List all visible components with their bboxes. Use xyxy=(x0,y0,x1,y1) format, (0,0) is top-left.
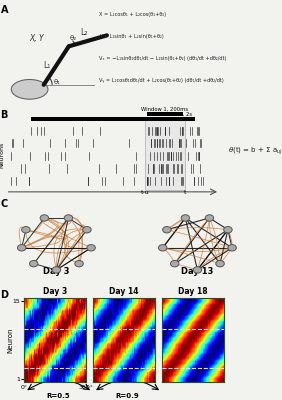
Text: C: C xyxy=(1,198,8,208)
Circle shape xyxy=(158,244,167,251)
Circle shape xyxy=(17,244,26,251)
Text: R=0.5: R=0.5 xyxy=(47,393,70,399)
Circle shape xyxy=(87,244,95,251)
Circle shape xyxy=(163,226,171,233)
Text: A: A xyxy=(1,4,8,14)
Text: 0°: 0° xyxy=(21,385,27,390)
Circle shape xyxy=(30,260,38,267)
Text: Neurons: Neurons xyxy=(0,142,4,168)
Circle shape xyxy=(22,226,30,233)
Circle shape xyxy=(64,215,73,221)
Text: θ₂: θ₂ xyxy=(69,35,76,41)
Text: θ₁: θ₁ xyxy=(54,79,61,85)
Text: X, Y: X, Y xyxy=(30,34,44,43)
Circle shape xyxy=(181,215,190,221)
Text: Vᵧ = L₁cosθ₁dθ₁/dt + L₂cos(θ₁+θ₂) (dθ₁/dt +dθ₂/dt): Vᵧ = L₁cosθ₁dθ₁/dt + L₂cos(θ₁+θ₂) (dθ₁/d… xyxy=(99,78,223,82)
Text: t-u: t-u xyxy=(141,190,150,195)
Circle shape xyxy=(83,226,91,233)
Text: Window 1, 200ms: Window 1, 200ms xyxy=(141,107,189,112)
Bar xyxy=(145,118,185,190)
Text: L₂: L₂ xyxy=(80,28,87,37)
Text: Neuron: Neuron xyxy=(8,327,14,353)
Text: R=0.9: R=0.9 xyxy=(116,393,139,399)
Text: t: t xyxy=(184,190,186,195)
Bar xyxy=(31,117,195,121)
Ellipse shape xyxy=(11,80,48,99)
Text: Day 18: Day 18 xyxy=(178,287,208,296)
Text: Day 3: Day 3 xyxy=(43,267,70,276)
Text: Day 13: Day 13 xyxy=(181,267,213,276)
Circle shape xyxy=(75,260,83,267)
Text: 360°: 360° xyxy=(79,385,93,390)
Text: D: D xyxy=(1,290,8,300)
Circle shape xyxy=(171,260,179,267)
Circle shape xyxy=(228,244,236,251)
Circle shape xyxy=(205,215,214,221)
Circle shape xyxy=(52,267,61,273)
Text: Window 2, 2s: Window 2, 2s xyxy=(157,112,192,117)
Circle shape xyxy=(40,215,49,221)
Text: L₁: L₁ xyxy=(43,61,50,70)
Text: X = L₁cosθ₁ + L₂cos(θ₁+θ₂): X = L₁cosθ₁ + L₂cos(θ₁+θ₂) xyxy=(99,12,166,17)
Text: Y = L₁sinθ₁ + L₂sin(θ₁+θ₂): Y = L₁sinθ₁ + L₂sin(θ₁+θ₂) xyxy=(99,34,164,39)
Bar xyxy=(147,112,183,116)
Circle shape xyxy=(216,260,224,267)
Circle shape xyxy=(193,267,202,273)
Text: $\theta$(t) = b + $\Sigma$ a$_{uj}$N$_j$(t-u) + $\epsilon$(t): $\theta$(t) = b + $\Sigma$ a$_{uj}$N$_j$… xyxy=(228,145,282,157)
Text: Day 14: Day 14 xyxy=(109,287,139,296)
Text: Day 3: Day 3 xyxy=(43,287,67,296)
Text: Vₓ = −L₁sinθ₁dθ₁/dt − L₂sin(θ₁+θ₂) (dθ₁/dt +dθ₂/dt): Vₓ = −L₁sinθ₁dθ₁/dt − L₂sin(θ₁+θ₂) (dθ₁/… xyxy=(99,56,226,61)
Circle shape xyxy=(224,226,232,233)
Text: B: B xyxy=(1,110,8,120)
